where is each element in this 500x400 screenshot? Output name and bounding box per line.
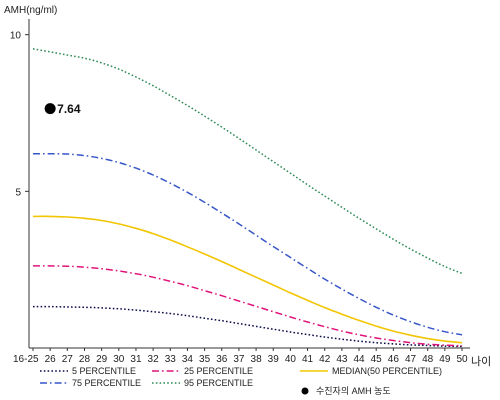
legend-label-4: 95 PERCENTILE	[184, 378, 253, 388]
y-tick-label: 10	[10, 31, 22, 42]
x-tick-label: 30	[113, 354, 125, 365]
x-tick-label: 28	[79, 354, 91, 365]
series-line-3	[33, 152, 463, 336]
points-layer: 7.64	[44, 102, 81, 116]
x-ticks: 16-25 26 27 28 29 30 31 32 33 34 35 36 37 38 39 40 41 42 4…	[13, 348, 468, 365]
data-point-marker	[44, 103, 56, 115]
legend-label-2: MEDIAN(50 PERCENTILE)	[332, 366, 442, 376]
x-tick-label: 36	[216, 354, 228, 365]
x-tick-label: 40	[285, 354, 297, 365]
x-tick-label: 37	[233, 354, 245, 365]
series-line-1	[33, 265, 463, 347]
x-tick-label: 35	[199, 354, 211, 365]
x-tick-label: 50	[456, 354, 468, 365]
x-tick-label: 33	[165, 354, 177, 365]
legend: 5 PERCENTILE 25 PERCENTILE MEDIAN(50 PERCE…	[40, 366, 442, 396]
series-line-0	[33, 305, 463, 348]
series-line-2	[32, 215, 463, 344]
x-tick-label: 45	[371, 354, 383, 365]
x-axis-title: 나이	[471, 355, 491, 368]
series-lines	[32, 48, 463, 348]
x-tick-label: 27	[62, 354, 74, 365]
legend-label-5: 수진자의 AMH 농도	[316, 386, 391, 396]
legend-label-0: 5 PERCENTILE	[72, 366, 136, 376]
y-axis-title: AMH(ng/ml)	[4, 5, 57, 16]
x-tick-label: 47	[405, 354, 417, 365]
legend-swatch-5	[301, 387, 309, 395]
y-tick-label: 5	[15, 187, 21, 198]
x-tick-label: 16-25	[13, 354, 39, 365]
series-line-4	[32, 48, 463, 275]
x-tick-label: 43	[336, 354, 348, 365]
x-tick-label: 48	[422, 354, 434, 365]
legend-label-3: 75 PERCENTILE	[72, 378, 141, 388]
x-tick-label: 31	[130, 354, 142, 365]
x-tick-label: 32	[148, 354, 160, 365]
x-tick-label: 39	[268, 354, 280, 365]
x-tick-label: 41	[302, 354, 314, 365]
y-ticks: 5 10	[10, 31, 29, 198]
x-tick-label: 49	[439, 354, 451, 365]
x-tick-label: 29	[96, 354, 108, 365]
x-tick-label: 44	[353, 354, 365, 365]
x-tick-label: 38	[251, 354, 263, 365]
x-tick-label: 26	[45, 354, 57, 365]
x-tick-label: 42	[319, 354, 331, 365]
x-tick-label: 34	[182, 354, 194, 365]
data-point-label: 7.64	[57, 102, 81, 116]
legend-label-1: 25 PERCENTILE	[184, 366, 253, 376]
x-tick-label: 46	[388, 354, 400, 365]
